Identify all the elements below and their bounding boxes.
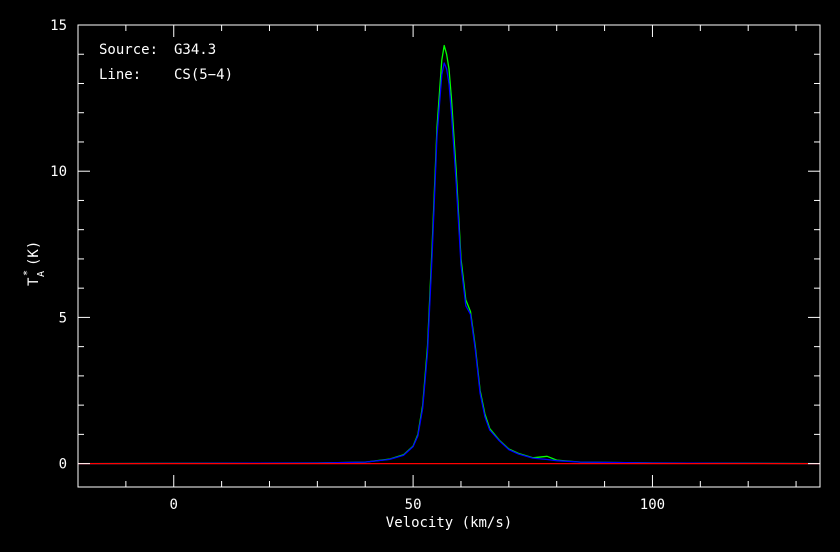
- y-tick-label: 5: [59, 310, 67, 326]
- y-tick-label: 0: [59, 457, 67, 473]
- y-tick-label: 15: [50, 18, 67, 34]
- y-axis-label-unit: (K): [26, 241, 42, 266]
- y-axis-label: T A * (K): [22, 241, 47, 286]
- plot-frame: [77, 24, 821, 488]
- ticks-layer: [77, 24, 820, 487]
- series-line-1: [77, 62, 821, 465]
- x-tick-label: 100: [640, 497, 665, 513]
- y-axis-label-main: T: [26, 277, 42, 286]
- line-key: Line:: [99, 67, 141, 83]
- series-layer: [77, 44, 821, 465]
- x-axis-label: Velocity (km/s): [386, 515, 512, 531]
- source-value: G34.3: [174, 42, 216, 58]
- x-tick-label: 50: [405, 497, 422, 513]
- line-value: CS(5−4): [174, 67, 233, 83]
- y-tick-label: 10: [50, 164, 67, 180]
- y-axis-label-sup: *: [22, 270, 33, 276]
- tick-labels: 0 50 100 0 5 10 15: [50, 18, 665, 513]
- source-key: Source:: [99, 42, 158, 58]
- y-axis-label-sub: A: [36, 271, 47, 277]
- x-tick-label: 0: [170, 497, 178, 513]
